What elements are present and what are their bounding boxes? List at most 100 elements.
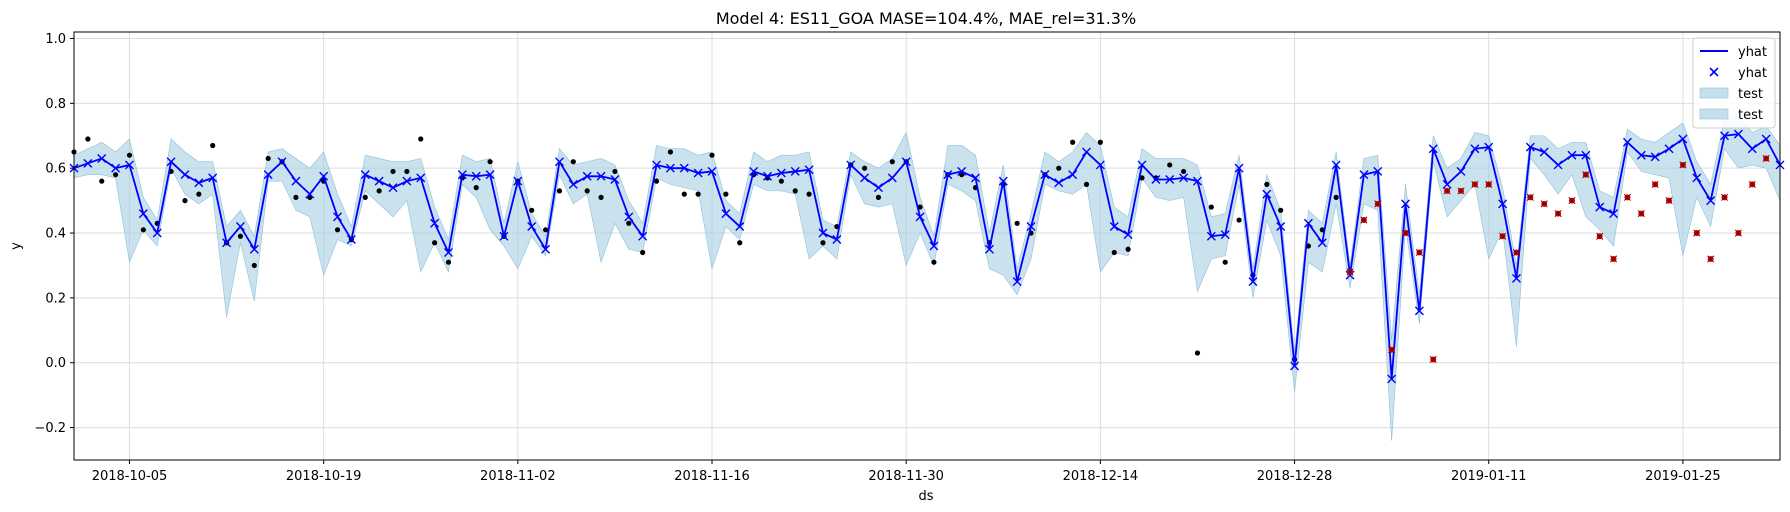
- forecast-marker: [97, 153, 107, 163]
- test-point-cross: [1415, 248, 1423, 257]
- actual-point: [293, 194, 299, 200]
- y-tick-label: −0.2: [34, 421, 66, 436]
- forecast-marker: [568, 179, 578, 189]
- forecast-marker: [1234, 163, 1244, 173]
- actual-point: [681, 191, 687, 197]
- y-axis-ticks: −0.2 0.0 0.2 0.4 0.6 0.8 1.0: [34, 32, 74, 436]
- forecast-marker: [166, 157, 176, 167]
- actual-point: [1097, 139, 1103, 145]
- forecast-marker: [763, 171, 772, 181]
- forecast-marker: [527, 222, 537, 232]
- forecast-marker: [1026, 222, 1036, 232]
- forecast-marker: [305, 189, 315, 199]
- actual-point: [265, 155, 271, 162]
- forecast-marker: [665, 163, 675, 173]
- forecast-marker: [1470, 144, 1480, 154]
- actual-point: [1208, 204, 1214, 210]
- actual-point: [1180, 168, 1187, 175]
- actual-point: [792, 188, 798, 194]
- actual-point: [445, 259, 452, 265]
- actual-point: [695, 191, 701, 197]
- forecast-marker: [263, 170, 273, 180]
- forecast-marker: [388, 183, 398, 193]
- forecast-marker: [1553, 160, 1563, 170]
- forecast-marker: [1567, 150, 1577, 160]
- actual-point: [390, 168, 396, 175]
- forecast-marker: [1414, 306, 1424, 316]
- forecast-marker: [374, 176, 384, 186]
- test-point-cross: [1485, 180, 1493, 188]
- actual-point: [99, 178, 105, 184]
- forecast-marker: [1331, 160, 1341, 170]
- forecast-marker: [1040, 170, 1050, 180]
- forecast-marker: [1206, 231, 1216, 241]
- legend-label-2: test: [1738, 87, 1763, 102]
- chart-title: Model 4: ES11_GOA MASE=104.4%, MAE_rel=3…: [716, 9, 1136, 29]
- legend-label-1: yhat: [1738, 66, 1767, 81]
- x-tick-label: 2019-01-11: [1451, 469, 1527, 484]
- forecast-marker: [846, 160, 856, 170]
- actual-point: [182, 198, 188, 204]
- x-tick-label: 2018-11-02: [480, 469, 556, 484]
- forecast-marker: [776, 168, 786, 178]
- actual-point: [140, 227, 146, 233]
- forecast-marker: [1720, 131, 1730, 141]
- actual-point: [1139, 175, 1145, 181]
- forecast-marker: [1359, 170, 1369, 180]
- actual-point: [584, 188, 590, 194]
- forecast-marker: [235, 222, 245, 232]
- actual-point: [709, 152, 715, 158]
- forecast-marker: [1082, 147, 1091, 157]
- test-point-cross: [1401, 229, 1410, 237]
- forecast-marker: [652, 160, 662, 170]
- test-point-cross: [1429, 355, 1437, 364]
- actual-point: [487, 159, 493, 165]
- actual-point: [570, 159, 576, 165]
- forecast-marker: [957, 166, 967, 176]
- forecast-marker: [1678, 134, 1688, 144]
- forecast-marker: [860, 173, 870, 183]
- forecast-marker: [1012, 277, 1022, 287]
- actual-point: [126, 152, 133, 158]
- test-point-cross: [1360, 216, 1368, 224]
- actual-point: [1083, 181, 1090, 187]
- actual-point: [598, 194, 604, 200]
- actual-point: [626, 220, 632, 226]
- actual-point: [473, 185, 479, 191]
- forecast-marker: [1622, 137, 1632, 147]
- forecast-marker: [430, 218, 440, 228]
- test-point-cross: [1610, 255, 1618, 263]
- test-point-cross: [1665, 197, 1673, 205]
- forecast-marker: [277, 157, 287, 167]
- forecast-marker: [984, 244, 994, 254]
- forecast-marker: [1276, 222, 1286, 232]
- forecast-marker: [554, 157, 564, 167]
- forecast-marker: [1290, 361, 1300, 371]
- forecast-marker: [1442, 179, 1452, 189]
- test-point-cross: [1734, 229, 1742, 237]
- x-tick-label: 2018-11-16: [674, 469, 750, 484]
- y-tick-label: 0.4: [45, 227, 66, 242]
- forecast-marker: [582, 171, 592, 181]
- x-axis-ticks: 2018-10-05 2018-10-19 2018-11-02 2018-11-16…: [92, 460, 1721, 484]
- x-tick-label: 2018-10-05: [92, 469, 168, 484]
- actual-point: [737, 240, 743, 246]
- y-tick-label: 0.6: [45, 162, 66, 177]
- actual-point: [113, 172, 119, 178]
- test-point-cross: [1748, 180, 1756, 188]
- forecast-marker: [1151, 175, 1161, 185]
- forecast-marker: [138, 209, 148, 219]
- test-point-cross: [1443, 187, 1451, 195]
- test-point-cross: [1679, 161, 1687, 169]
- actual-point: [723, 191, 729, 197]
- actual-point: [334, 227, 341, 233]
- forecast-marker: [124, 160, 134, 170]
- forecast-marker: [416, 173, 426, 183]
- forecast-marker: [1262, 189, 1272, 199]
- forecast-marker: [111, 163, 121, 173]
- forecast-marker: [971, 173, 981, 183]
- actual-point: [210, 142, 216, 149]
- x-tick-label: 2018-12-14: [1063, 469, 1139, 484]
- actual-point: [1236, 217, 1242, 223]
